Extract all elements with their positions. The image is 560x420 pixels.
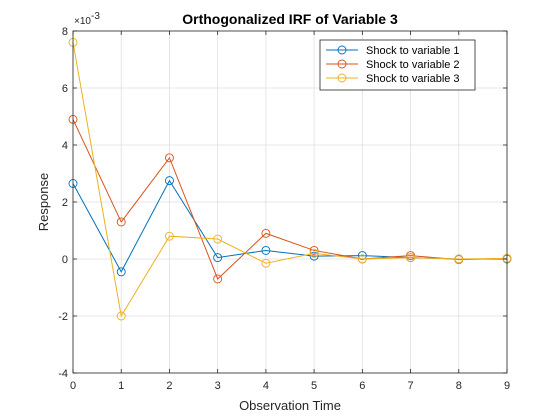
x-tick-label: 4 bbox=[263, 380, 269, 392]
y-tick-label: 4 bbox=[62, 140, 68, 152]
x-tick-label: 1 bbox=[118, 380, 124, 392]
y-tick-label: -4 bbox=[58, 368, 68, 380]
x-tick-label: 2 bbox=[166, 380, 172, 392]
legend-marker bbox=[337, 45, 347, 55]
x-tick-label: 3 bbox=[215, 380, 221, 392]
legend-marker bbox=[337, 73, 347, 83]
ticks bbox=[72, 30, 508, 374]
data-point bbox=[213, 274, 223, 284]
legend-label: Shock to variable 1 bbox=[366, 45, 460, 57]
y-tick-label: 8 bbox=[62, 26, 68, 38]
data-point bbox=[164, 231, 174, 241]
data-point bbox=[454, 254, 464, 264]
y-tick-label: 2 bbox=[62, 197, 68, 209]
x-axis-label: Observation Time bbox=[239, 398, 341, 413]
x-tick-label: 8 bbox=[456, 380, 462, 392]
chart-title: Orthogonalized IRF of Variable 3 bbox=[182, 11, 398, 27]
legend-label: Shock to variable 2 bbox=[366, 59, 460, 71]
legend-item-2: Shock to variable 2 bbox=[326, 59, 460, 71]
series-2 bbox=[68, 114, 512, 284]
y-tick-label: -2 bbox=[58, 311, 68, 323]
data-point bbox=[164, 176, 174, 186]
legend-item-3: Shock to variable 3 bbox=[326, 73, 460, 85]
data-point bbox=[116, 217, 126, 227]
series-line bbox=[72, 42, 508, 318]
legend: Shock to variable 1 Shock to variable 2 Sh… bbox=[319, 39, 476, 91]
tick-labels: 0 1 2 3 4 5 6 7 8 9 -4 -2 0 2 4 6 8 bbox=[58, 26, 510, 392]
data-point bbox=[213, 253, 223, 263]
data-point bbox=[116, 267, 126, 277]
y-exponent-power: -3 bbox=[91, 11, 100, 22]
x-tick-label: 9 bbox=[504, 380, 510, 392]
data-point bbox=[357, 254, 367, 264]
x-tick-label: 6 bbox=[359, 380, 365, 392]
data-point bbox=[261, 245, 271, 255]
data-point bbox=[309, 245, 319, 255]
legend-marker bbox=[337, 59, 347, 69]
x-tick-label: 7 bbox=[407, 380, 413, 392]
data-point bbox=[406, 253, 416, 263]
series-layer bbox=[68, 37, 512, 321]
y-axis-label: Response bbox=[36, 173, 51, 232]
legend-label: Shock to variable 3 bbox=[366, 73, 460, 85]
x-tick-label: 5 bbox=[311, 380, 317, 392]
y-tick-label: 0 bbox=[62, 254, 68, 266]
data-point bbox=[261, 228, 271, 238]
series-line bbox=[72, 119, 508, 280]
data-point bbox=[309, 248, 319, 258]
data-point bbox=[261, 258, 271, 268]
x-tick-label: 0 bbox=[70, 380, 76, 392]
data-point bbox=[309, 251, 319, 261]
legend-item-1: Shock to variable 1 bbox=[326, 45, 460, 57]
data-point bbox=[116, 311, 126, 321]
data-point bbox=[357, 251, 367, 261]
y-tick-label: 6 bbox=[62, 83, 68, 95]
data-point bbox=[213, 234, 223, 244]
data-point bbox=[406, 251, 416, 261]
y-exponent-base: ×10 bbox=[74, 16, 91, 27]
data-point bbox=[164, 153, 174, 163]
